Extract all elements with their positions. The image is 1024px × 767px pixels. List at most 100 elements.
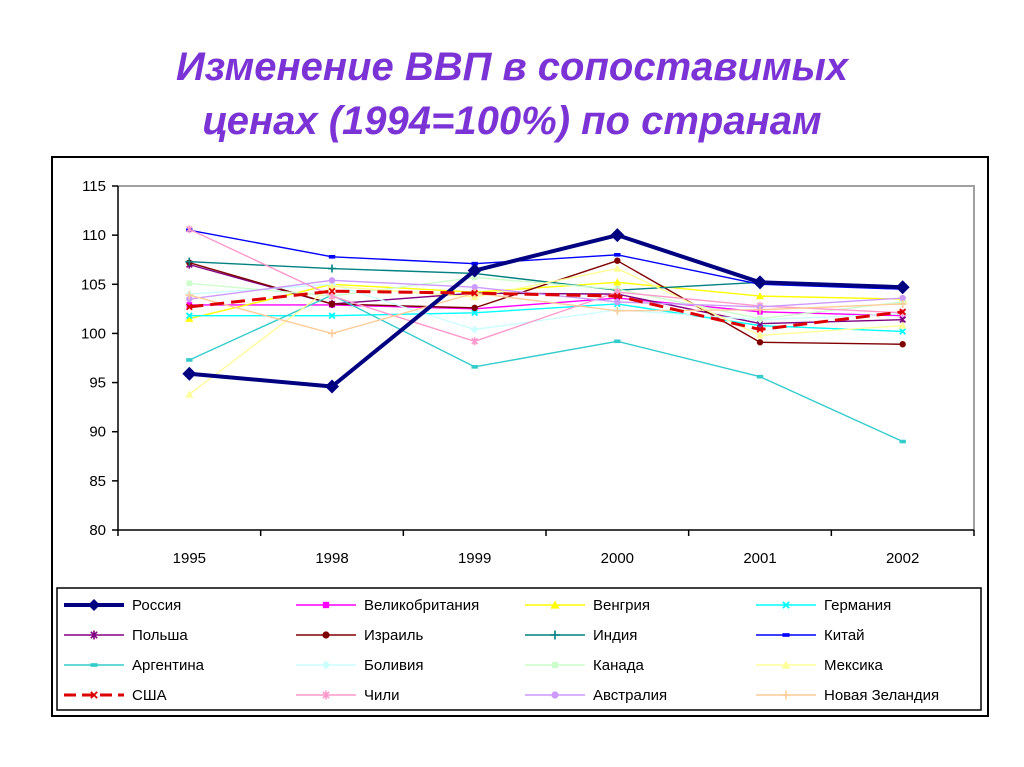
legend-entry: Боливия	[296, 657, 423, 674]
data-point	[471, 289, 479, 297]
data-point	[186, 280, 193, 287]
data-point	[756, 339, 764, 346]
data-point	[613, 264, 622, 272]
data-point	[614, 257, 621, 264]
series-12	[185, 264, 907, 398]
y-tick-label: 85	[89, 473, 106, 490]
data-point	[185, 225, 193, 234]
data-point	[898, 321, 907, 329]
data-point	[613, 278, 622, 286]
data-point	[895, 280, 910, 295]
series-16	[185, 289, 907, 338]
legend-label: Австралия	[593, 687, 667, 704]
data-point	[613, 306, 622, 315]
series-line	[189, 233, 903, 389]
data-point	[899, 294, 906, 302]
legend-entry: Мексика	[756, 657, 884, 674]
data-point	[90, 630, 98, 640]
data-point	[471, 337, 479, 346]
data-point	[185, 303, 193, 311]
legend-label: Индия	[593, 627, 637, 644]
legend-entry: Индия	[525, 627, 637, 644]
data-point	[325, 379, 339, 394]
legend-entry: США	[64, 687, 167, 704]
legend-label: Венгрия	[593, 597, 650, 614]
chart-axes: 80 85 90 95 100 105 110 115 1995 1998 1999 2000 2001…	[81, 178, 975, 567]
data-point	[90, 691, 98, 699]
legend-label: Боливия	[364, 657, 423, 674]
legend-label: Новая Зеландия	[824, 687, 939, 704]
data-point	[328, 300, 336, 308]
data-point	[610, 228, 625, 243]
data-point	[899, 341, 906, 348]
x-tick-label: 2002	[886, 550, 919, 567]
legend-label: Великобритания	[364, 597, 479, 614]
y-tick-label: 100	[81, 325, 106, 342]
data-point	[328, 312, 336, 320]
data-point	[185, 291, 194, 300]
data-point	[328, 264, 336, 273]
data-point	[328, 282, 336, 290]
line-chart: 80 85 90 95 100 105 110 115 1995 1998 1999 2000 2001…	[56, 178, 982, 711]
slide-title-line-1: Изменение ВВП в сопоставимых	[176, 45, 848, 89]
y-tick-label: 115	[82, 178, 106, 195]
legend-entry: Китай	[756, 627, 865, 644]
series-line	[189, 294, 903, 443]
chart-legend: Россия Великобритания Венгрия Германия Польш…	[56, 587, 982, 711]
data-point	[471, 365, 478, 369]
data-point	[328, 277, 336, 284]
data-point	[550, 600, 560, 609]
data-point	[782, 633, 790, 637]
legend-entry: Канада	[525, 657, 644, 674]
legend-entry: Россия	[64, 597, 181, 614]
data-point	[757, 315, 763, 322]
legend-entry: Польша	[64, 627, 188, 644]
legend-label: Чили	[364, 687, 400, 704]
data-point	[328, 329, 336, 338]
legend-entry: Венгрия	[525, 597, 650, 614]
legend-label: Канада	[593, 657, 644, 674]
legend-label: Россия	[132, 597, 181, 614]
x-tick-label: 2001	[743, 550, 776, 567]
data-point	[781, 690, 791, 700]
data-point	[614, 298, 621, 306]
chart-frame: 80 85 90 95 100 105 110 115 1995 1998 1999 2000 2001…	[51, 156, 989, 717]
data-point	[898, 299, 907, 308]
data-point	[756, 305, 764, 314]
slide-title: Изменение ВВП в сопоставимых ценах (1994…	[0, 40, 1024, 148]
y-tick-label: 90	[89, 424, 106, 441]
series-line	[189, 283, 903, 331]
data-point	[471, 304, 478, 312]
data-point	[182, 366, 197, 381]
data-point	[899, 328, 907, 335]
x-tick-label: 1999	[458, 550, 491, 567]
data-point	[614, 253, 621, 257]
legend-entry: Израиль	[296, 627, 423, 644]
series-line	[189, 228, 903, 342]
legend-box	[56, 587, 982, 711]
y-tick-label: 95	[89, 375, 106, 392]
series-line	[189, 289, 903, 331]
data-point	[322, 631, 330, 639]
data-point	[185, 390, 194, 398]
data-point	[551, 661, 559, 669]
legend-entry: Новая Зеландия	[756, 687, 939, 704]
data-point	[321, 660, 331, 670]
data-point	[322, 690, 330, 700]
series-13	[185, 287, 907, 333]
data-point	[550, 630, 560, 640]
legend-entry: Австралия	[525, 687, 667, 704]
data-point	[471, 284, 478, 291]
data-point	[185, 257, 194, 266]
slide-title-line-2: ценах (1994=100%) по странам	[202, 99, 822, 143]
legend-entry: Германия	[756, 597, 891, 614]
data-point	[322, 601, 330, 609]
data-point	[470, 325, 479, 334]
legend-label: Аргентина	[132, 657, 205, 674]
legend-label: Китай	[824, 627, 865, 644]
data-point	[328, 254, 336, 259]
data-point	[186, 358, 193, 362]
data-point	[756, 331, 764, 339]
x-tick-label: 2000	[601, 550, 634, 567]
data-point	[899, 439, 906, 444]
